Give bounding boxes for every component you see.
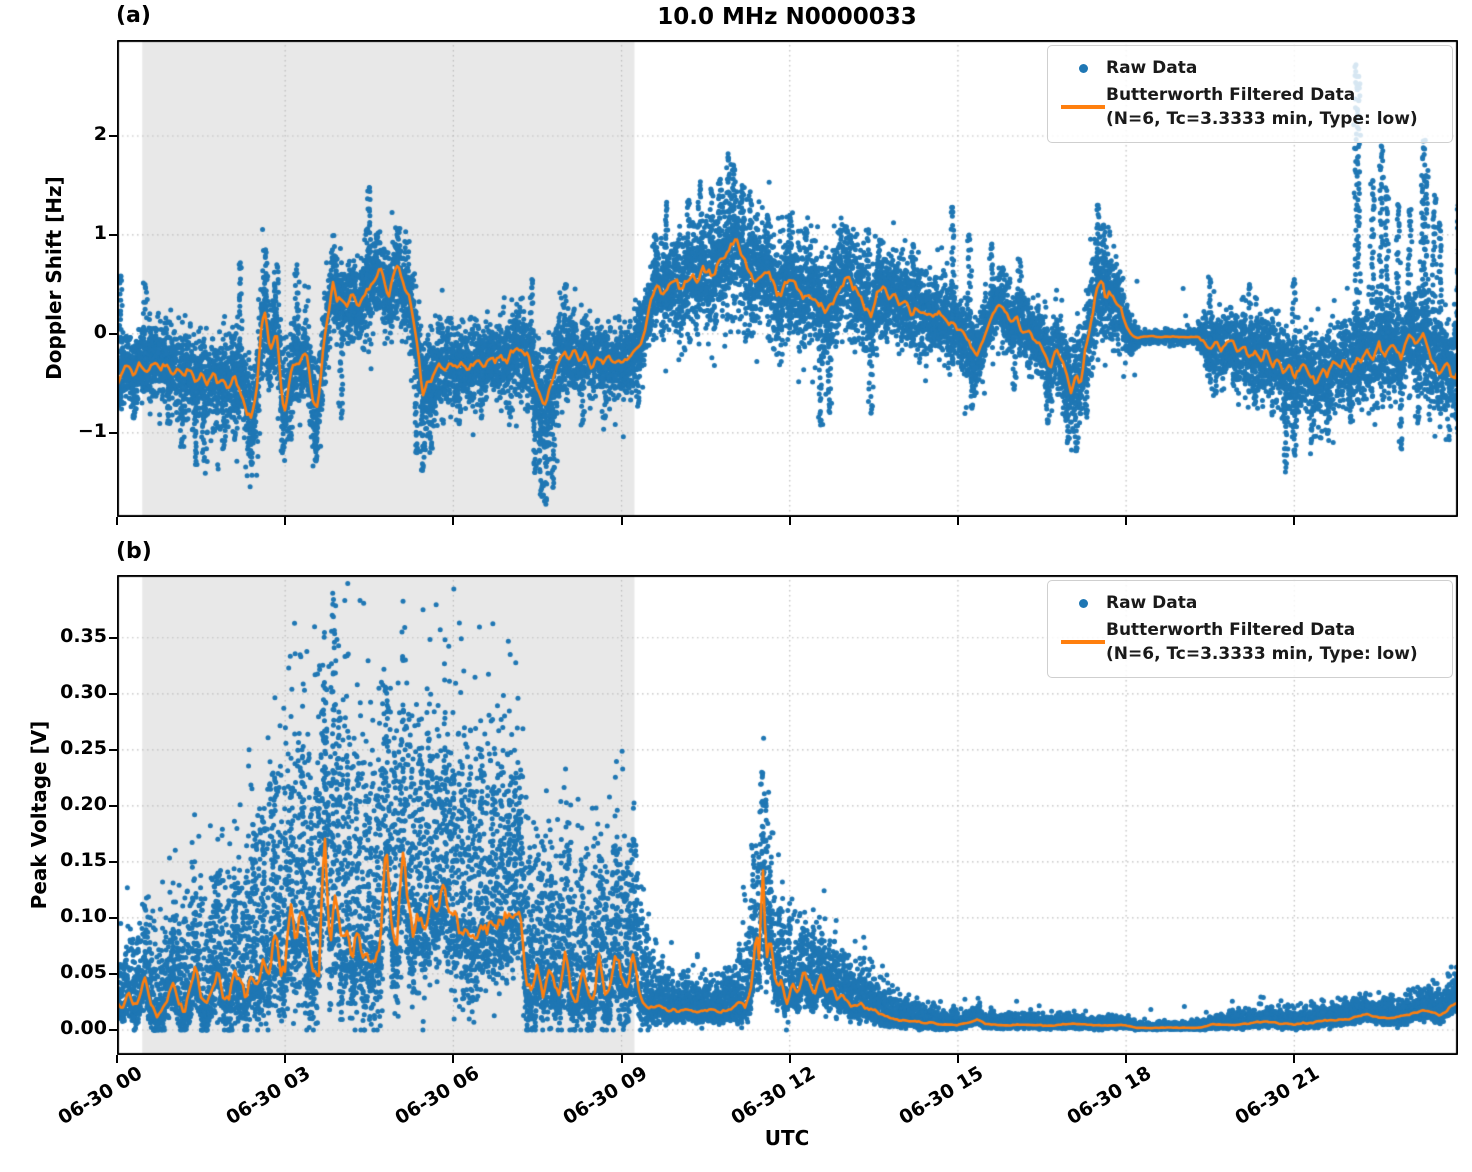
y-tick-mark — [109, 134, 117, 137]
filtered-line-marker-icon — [1060, 105, 1106, 110]
legend-raw-row: Raw Data — [1060, 56, 1442, 81]
x-tick-mark — [620, 517, 623, 525]
x-tick-mark — [956, 517, 959, 525]
legend-raw-label: Raw Data — [1106, 58, 1198, 78]
x-tick-label: 06-30 09 — [559, 1062, 651, 1130]
y-tick-mark — [109, 431, 117, 434]
x-tick-mark — [620, 1055, 623, 1063]
raw-data-marker-icon — [1060, 598, 1106, 608]
x-tick-label: 06-30 03 — [222, 1062, 315, 1130]
y-tick-label: 0.30 — [60, 680, 107, 703]
panel-b-label: (b) — [116, 539, 152, 564]
panel-a-legend: Raw Data Butterworth Filtered Data (N=6,… — [1047, 45, 1453, 143]
y-tick-label: −1 — [77, 419, 107, 442]
x-tick-mark — [788, 1055, 791, 1063]
x-tick-mark — [452, 517, 455, 525]
y-tick-mark — [109, 748, 117, 751]
legend-filtered-label-line1: Butterworth Filtered Data — [1106, 619, 1356, 640]
x-tick-label: 06-30 15 — [895, 1062, 988, 1130]
panel-a-label: (a) — [116, 3, 151, 28]
panel-b-legend: Raw Data Butterworth Filtered Data (N=6,… — [1047, 580, 1453, 678]
x-tick-mark — [452, 1055, 455, 1063]
x-tick-mark — [1125, 517, 1128, 525]
panel-b-y-axis-label: Peak Voltage [V] — [27, 720, 51, 910]
y-tick-mark — [109, 332, 117, 335]
x-tick-label: 06-30 12 — [727, 1062, 820, 1130]
x-tick-mark — [1293, 517, 1296, 525]
x-tick-label: 06-30 18 — [1063, 1062, 1156, 1130]
y-tick-label: 0 — [93, 320, 107, 343]
legend-raw-row: Raw Data — [1060, 591, 1442, 616]
y-tick-mark — [109, 860, 117, 863]
x-tick-mark — [956, 1055, 959, 1063]
legend-filtered-row: Butterworth Filtered Data (N=6, Tc=3.333… — [1060, 618, 1442, 667]
x-tick-mark — [788, 517, 791, 525]
y-tick-label: 2 — [93, 122, 107, 145]
y-tick-label: 0.15 — [60, 848, 107, 871]
y-tick-mark — [109, 972, 117, 975]
legend-filtered-row: Butterworth Filtered Data (N=6, Tc=3.333… — [1060, 83, 1442, 132]
y-tick-mark — [109, 1029, 117, 1031]
panel-a-y-axis-label: Doppler Shift [Hz] — [42, 176, 66, 380]
y-tick-mark — [109, 636, 117, 639]
y-tick-label: 0.10 — [60, 904, 107, 927]
raw-data-marker-icon — [1060, 63, 1106, 73]
y-tick-label: 0.00 — [60, 1017, 107, 1039]
legend-filtered-label-line1: Butterworth Filtered Data — [1106, 84, 1356, 105]
y-tick-label: 0.05 — [60, 960, 107, 983]
x-tick-label: 06-30 21 — [1231, 1062, 1324, 1130]
x-axis-label: UTC — [764, 1126, 810, 1150]
x-tick-label: 06-30 06 — [390, 1062, 483, 1130]
y-tick-mark — [109, 692, 117, 695]
y-tick-label: 0.20 — [60, 792, 107, 815]
x-tick-label: 06-30 00 — [54, 1062, 147, 1130]
x-tick-mark — [1293, 1055, 1296, 1063]
x-tick-mark — [116, 1055, 118, 1063]
y-tick-label: 0.35 — [60, 624, 107, 647]
x-tick-mark — [284, 1055, 287, 1063]
legend-raw-label: Raw Data — [1106, 593, 1198, 613]
x-tick-mark — [284, 517, 287, 525]
filtered-line-marker-icon — [1060, 640, 1106, 645]
legend-filtered-label-line2: (N=6, Tc=3.3333 min, Type: low) — [1106, 109, 1418, 130]
y-tick-mark — [109, 804, 117, 807]
y-tick-mark — [109, 233, 117, 236]
y-tick-mark — [109, 916, 117, 919]
x-tick-mark — [1125, 1055, 1128, 1063]
legend-filtered-label-line2: (N=6, Tc=3.3333 min, Type: low) — [1106, 644, 1418, 665]
x-tick-mark — [116, 517, 118, 525]
y-tick-label: 1 — [93, 221, 107, 244]
figure-title: 10.0 MHz N0000033 — [657, 4, 917, 30]
y-tick-label: 0.25 — [60, 736, 107, 759]
